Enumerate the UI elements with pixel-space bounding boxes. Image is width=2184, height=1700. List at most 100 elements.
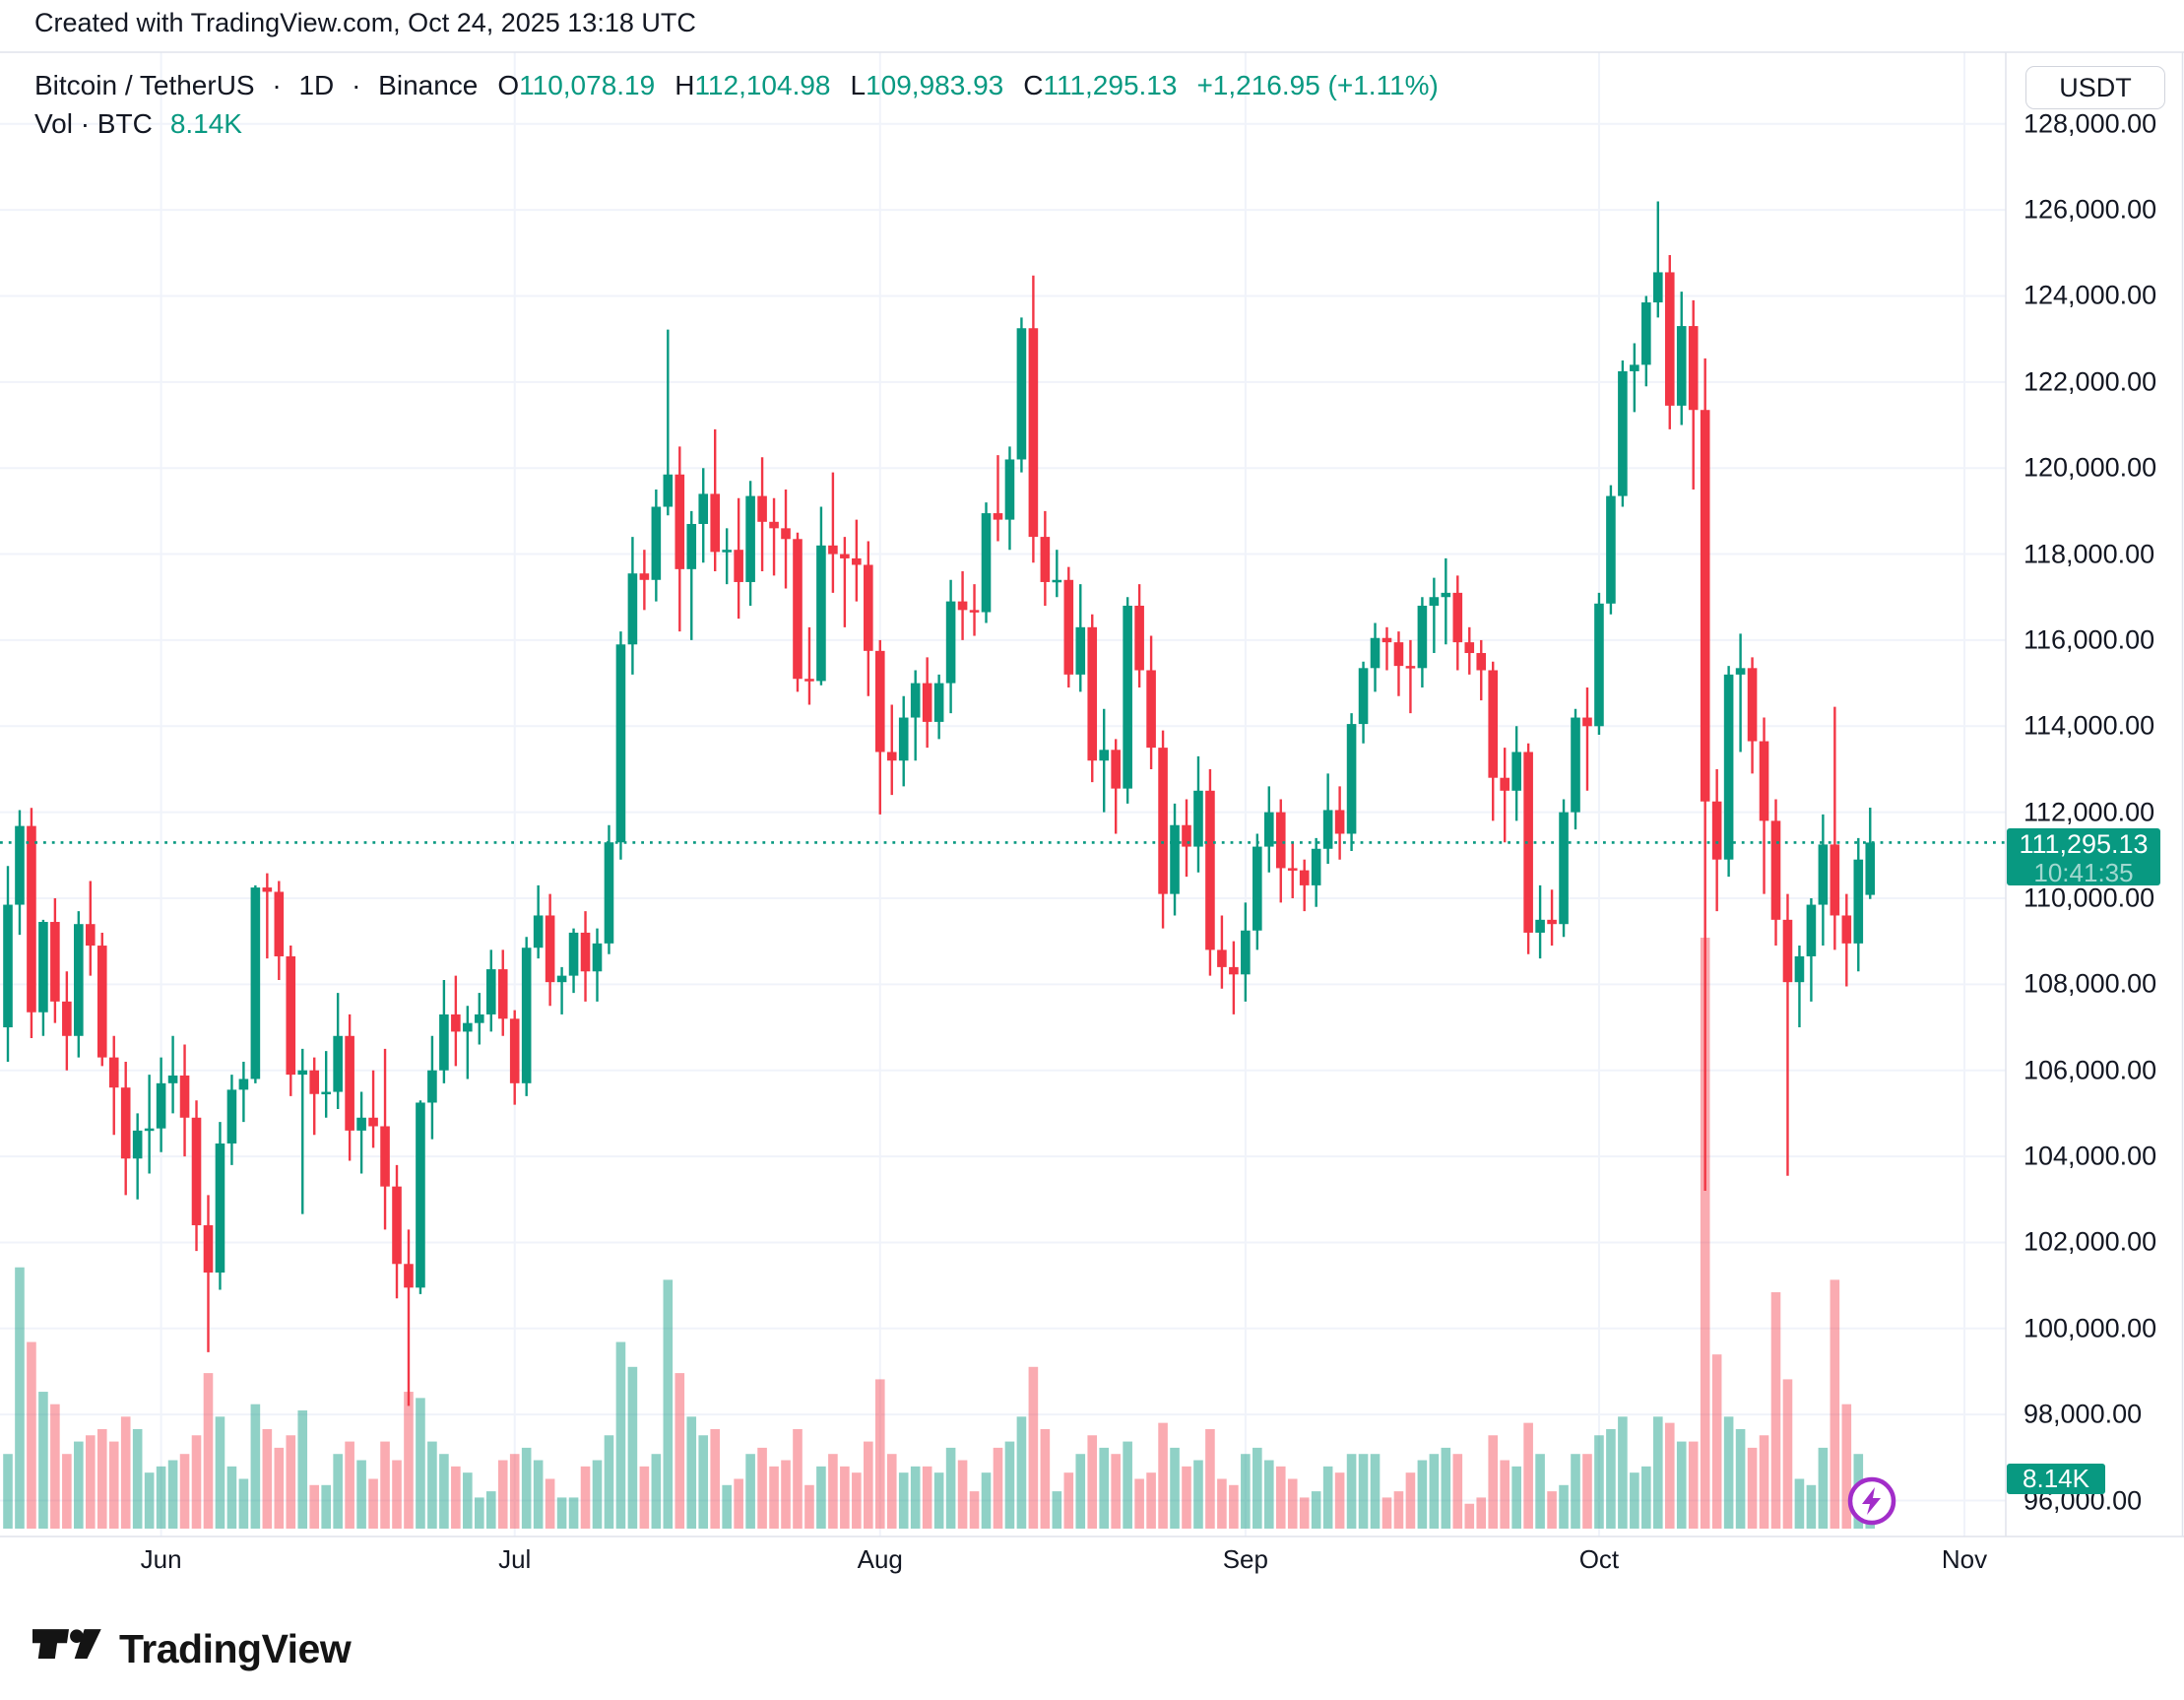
candle-body <box>627 573 638 645</box>
current-price-value: 111,295.13 <box>2019 829 2149 859</box>
volume-bar <box>722 1484 732 1529</box>
volume-bar <box>1700 938 1710 1529</box>
volume-bar <box>1523 1422 1533 1529</box>
attribution-text: Created with TradingView.com, Oct 24, 20… <box>34 8 696 37</box>
candle-body <box>321 1091 331 1095</box>
candle-body <box>1441 592 1451 598</box>
candle-body <box>1099 750 1110 761</box>
candle-body <box>639 573 650 580</box>
candle-body <box>1016 328 1027 460</box>
candle-body <box>15 825 25 905</box>
volume-bar <box>1170 1447 1180 1529</box>
candle-body <box>1830 844 1840 916</box>
month-label: Aug <box>857 1544 903 1574</box>
volume-bar <box>1111 1454 1121 1529</box>
candle-body <box>1334 810 1345 834</box>
candle-body <box>1111 750 1121 789</box>
candle-body <box>1158 748 1168 894</box>
candle-body <box>933 683 944 722</box>
candle-body <box>1853 859 1864 944</box>
volume-bar <box>286 1435 296 1529</box>
candle-body <box>521 948 532 1083</box>
candle-body <box>1664 272 1675 406</box>
volume-bar <box>297 1410 308 1529</box>
volume-bar <box>1476 1497 1487 1529</box>
candle-body <box>1770 820 1781 920</box>
exchange-label: Binance <box>378 70 479 100</box>
candle-body <box>1075 626 1086 675</box>
current-price-badge: 111,295.13 10:41:35 <box>2007 828 2160 887</box>
volume-bar <box>568 1497 579 1529</box>
candle-body <box>1311 848 1321 885</box>
candle-body <box>1063 579 1074 675</box>
volume-bar <box>1688 1441 1699 1529</box>
candle-body <box>592 943 603 972</box>
candle-body <box>757 495 767 522</box>
candle-body <box>722 550 732 553</box>
candle-body <box>485 969 496 1014</box>
volume-bar <box>497 1460 508 1529</box>
candle-body <box>1146 670 1156 749</box>
volume-bar <box>321 1484 331 1529</box>
flash-boost-button[interactable] <box>1845 1474 1898 1528</box>
candle-body <box>380 1126 390 1187</box>
candle-body <box>1488 670 1499 778</box>
candle-body <box>333 1035 343 1092</box>
candle-body <box>309 1070 320 1094</box>
volume-bar <box>1346 1454 1357 1529</box>
candle-body <box>981 513 992 613</box>
price-axis-label: 120,000.00 <box>2023 452 2157 483</box>
candle-body <box>1735 668 1746 675</box>
volume-bar <box>50 1404 60 1529</box>
candle-body <box>1582 717 1592 727</box>
candle-body <box>1500 777 1510 791</box>
candle-body <box>734 550 743 582</box>
volume-bar <box>1676 1441 1687 1529</box>
candle-body <box>1711 801 1722 860</box>
candle-body <box>439 1013 449 1071</box>
candle-body <box>250 887 261 1079</box>
current-volume-badge: 8.14K <box>2007 1464 2105 1494</box>
volume-bar <box>108 1441 119 1529</box>
volume-bar <box>226 1466 237 1529</box>
candle-body <box>1452 592 1463 643</box>
volume-bar <box>1358 1454 1369 1529</box>
candle-body <box>144 1128 155 1132</box>
legend-volume-row: Vol · BTC 8.14K <box>34 109 1439 139</box>
volume-bar <box>1217 1478 1227 1529</box>
tradingview-logo[interactable]: TradingView <box>32 1625 352 1672</box>
volume-bar <box>1794 1478 1805 1529</box>
volume-bar <box>475 1497 484 1529</box>
volume-bar <box>1618 1416 1628 1529</box>
volume-bar <box>509 1454 520 1529</box>
volume-bar <box>215 1416 225 1529</box>
volume-bar <box>1311 1491 1321 1529</box>
volume-bar <box>1664 1422 1675 1529</box>
volume-bar <box>545 1478 555 1529</box>
candle-body <box>1806 904 1817 956</box>
candle-body <box>1606 495 1616 604</box>
candle-body <box>156 1082 166 1129</box>
candle-body <box>191 1117 202 1225</box>
candle-body <box>392 1186 402 1265</box>
currency-toggle-button[interactable]: USDT <box>2025 66 2165 109</box>
volume-bar <box>120 1416 131 1529</box>
candle-body <box>1794 955 1805 983</box>
candle-body <box>663 474 674 507</box>
volume-bar <box>345 1441 354 1529</box>
tradingview-wordmark: TradingView <box>119 1625 352 1671</box>
symbol-title[interactable]: Bitcoin / TetherUS · 1D · Binance <box>34 71 478 100</box>
volume-bar <box>1381 1497 1392 1529</box>
candle-body <box>1170 824 1180 894</box>
volume-bar <box>1299 1497 1310 1529</box>
candle-body <box>132 1130 143 1159</box>
candle-body <box>497 969 508 1019</box>
month-label: Jul <box>498 1544 532 1574</box>
candle-body <box>1559 812 1569 925</box>
volume-bar <box>627 1366 638 1529</box>
candle-body <box>74 924 84 1036</box>
candle-body <box>1653 272 1663 303</box>
candle-body <box>1241 930 1251 975</box>
volume-bar <box>1241 1454 1251 1529</box>
